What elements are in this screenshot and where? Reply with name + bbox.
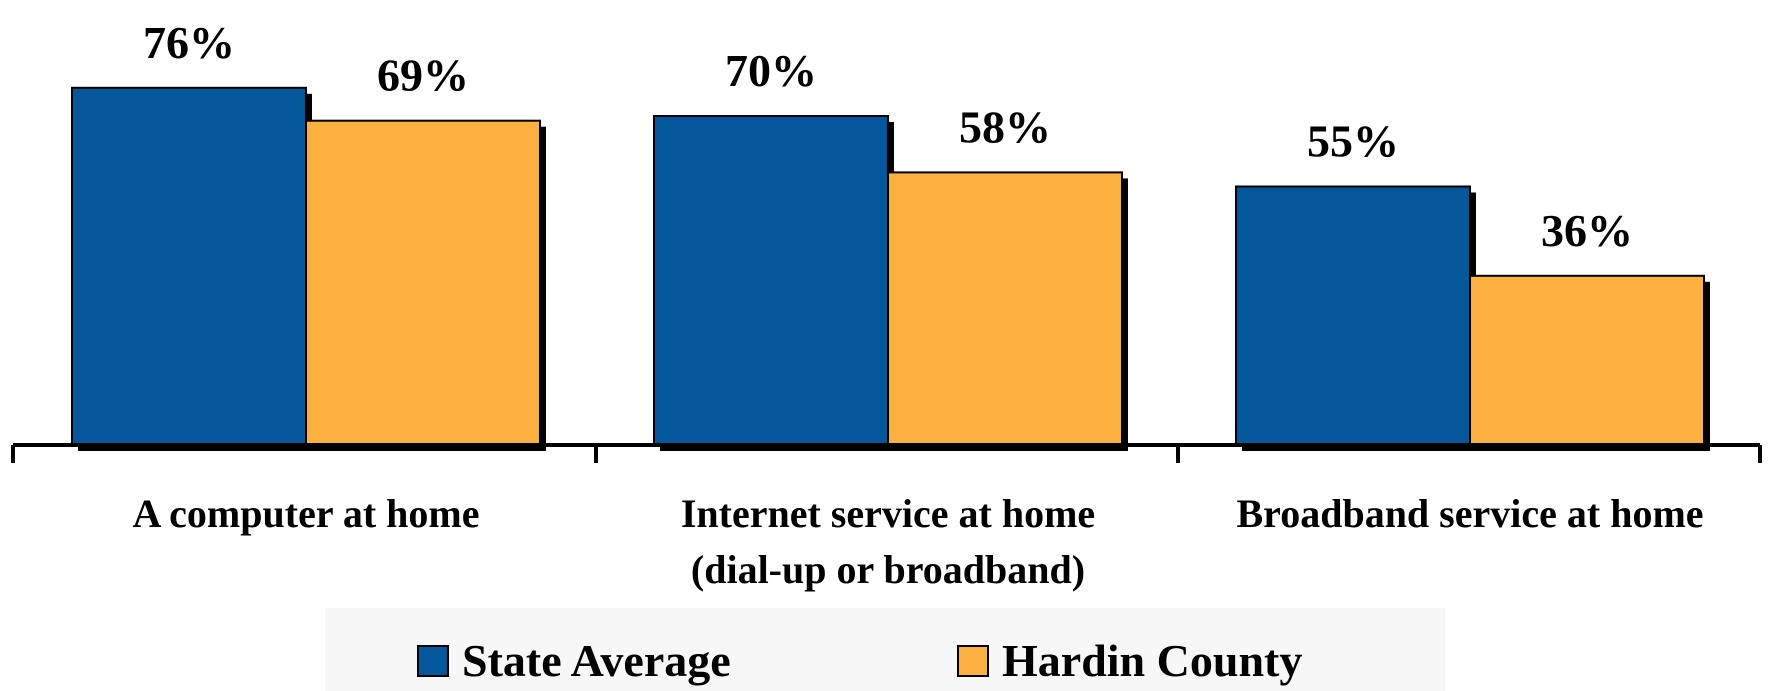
bars-group	[71, 86, 1710, 452]
bar-state-average-0	[71, 86, 307, 447]
value-label-hardin-county-2: 36%	[1541, 205, 1633, 256]
value-label-hardin-county-0: 69%	[377, 50, 469, 101]
legend-label-hardin-county: Hardin County	[1002, 635, 1302, 686]
bar-hardin-county-1	[887, 171, 1123, 446]
category-labels-group: A computer at home Internet service at ho…	[133, 491, 1704, 592]
category-label-0: A computer at home	[133, 491, 480, 536]
value-label-state-average-1: 70%	[725, 45, 817, 96]
legend-background	[325, 608, 1445, 691]
bar-hardin-county-2	[1469, 274, 1705, 446]
bar-hardin-county-0	[305, 119, 541, 446]
bar-state-average-1	[653, 115, 889, 446]
value-label-state-average-2: 55%	[1307, 116, 1399, 167]
legend-label-state-average: State Average	[462, 635, 731, 686]
x-axis	[11, 443, 1762, 463]
legend-swatch-hardin-county	[957, 645, 989, 677]
value-label-hardin-county-1: 58%	[959, 101, 1051, 152]
bar-state-average-2	[1235, 185, 1471, 446]
value-labels-group: 76% 70% 55% 69% 58% 36%	[143, 17, 1633, 256]
legend: State Average Hardin County	[325, 608, 1445, 691]
category-label-2: Broadband service at home	[1236, 491, 1703, 536]
category-label-1-line-1: (dial-up or broadband)	[691, 547, 1085, 592]
value-label-state-average-0: 76%	[143, 17, 235, 68]
legend-swatch-state-average	[417, 645, 449, 677]
category-label-1-line-0: Internet service at home	[681, 491, 1095, 536]
